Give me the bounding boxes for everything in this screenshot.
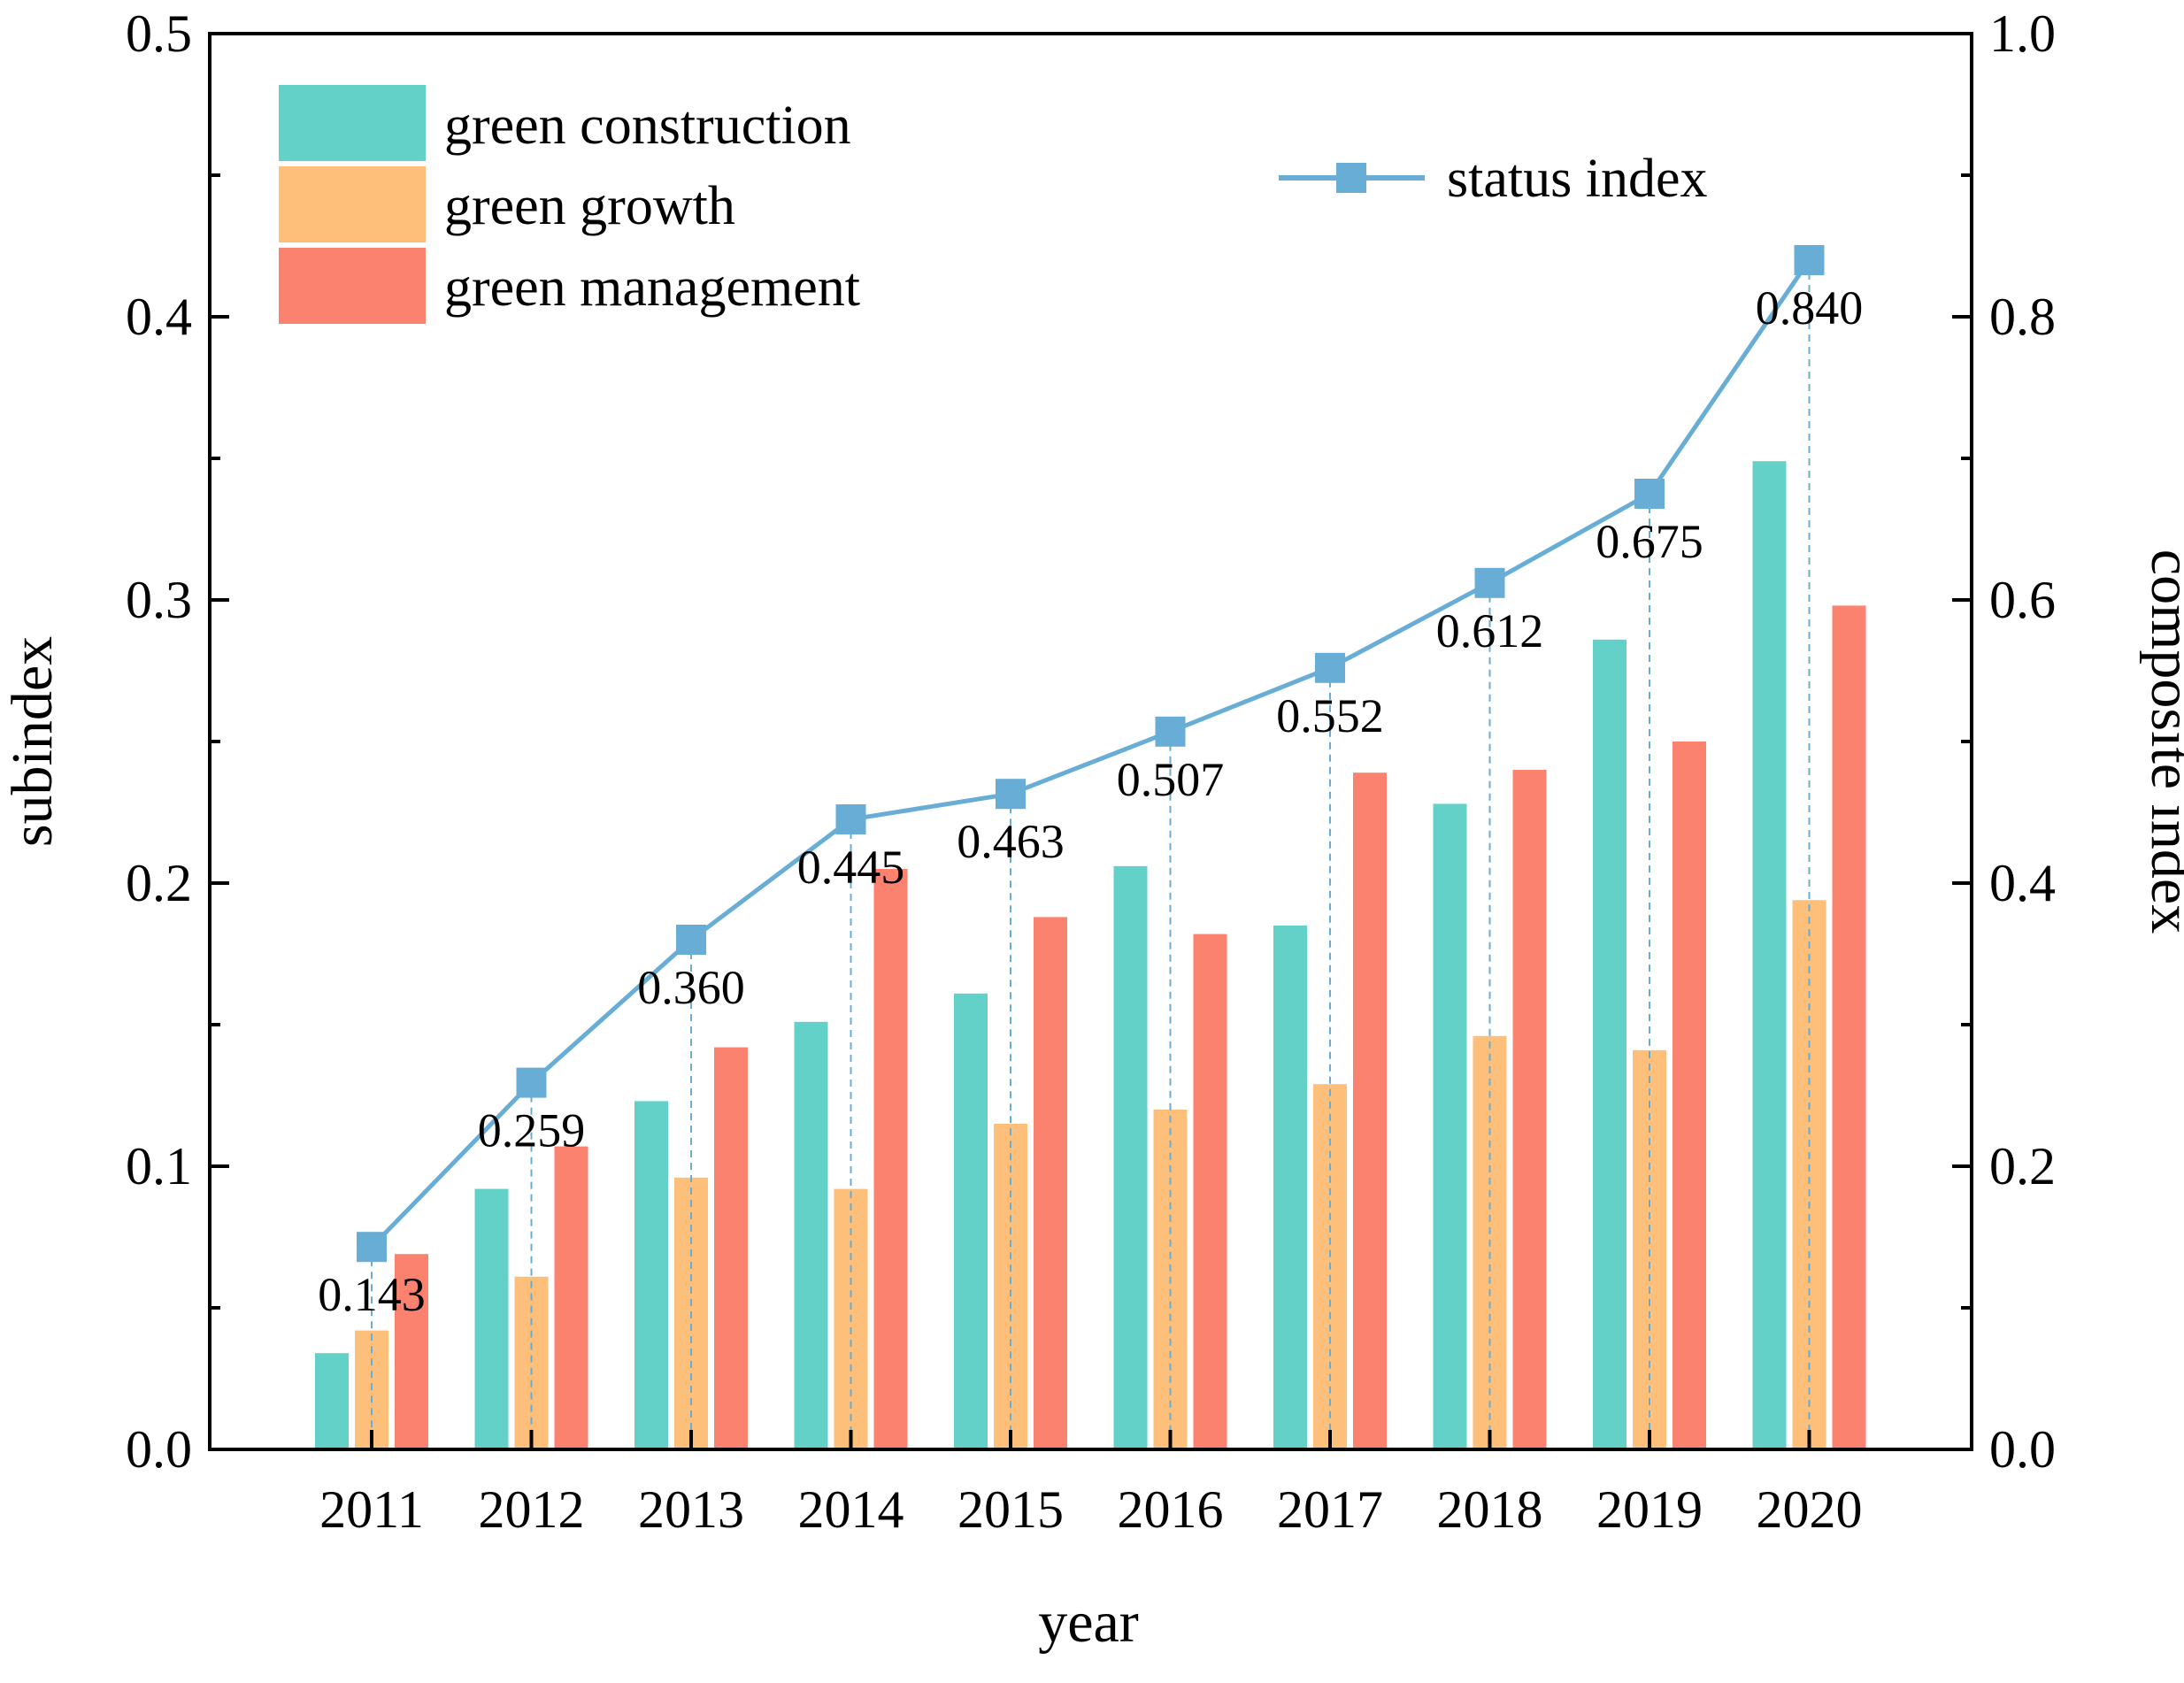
status-index-line: [370, 258, 1811, 1249]
status-index-marker-2017: [1315, 652, 1345, 683]
status-index-marker-2011: [357, 1232, 387, 1263]
status-index-marker-2016: [1155, 716, 1186, 747]
y2-tick-label-0.4: 0.4: [1989, 854, 2056, 912]
bar-green-construction-2015: [954, 993, 988, 1449]
legend-label-status-index: status index: [1447, 149, 1707, 209]
bar-green-construction-2018: [1433, 803, 1467, 1449]
bar-green-management-2019: [1673, 742, 1706, 1449]
data-label-2020: 0.840: [1756, 281, 1864, 334]
bar-green-management-2014: [873, 869, 908, 1449]
legend-swatch-green-growth: [279, 166, 426, 242]
data-label-2019: 0.675: [1596, 515, 1703, 568]
x-tick-label-2020: 2020: [1757, 1480, 1863, 1539]
data-label-2018: 0.612: [1436, 604, 1544, 657]
legend-line: status index: [1279, 149, 1707, 209]
data-label-2011: 0.143: [318, 1268, 426, 1321]
x-tick-label-2012: 2012: [479, 1480, 585, 1539]
data-label-2017: 0.552: [1276, 689, 1384, 742]
y-tick-label-0.3: 0.3: [126, 571, 192, 629]
data-label-2016: 0.507: [1117, 753, 1225, 806]
bar-green-management-2012: [554, 1146, 588, 1449]
data-label-2014: 0.445: [797, 841, 905, 894]
y2-tick-label-0.8: 0.8: [1989, 288, 2056, 346]
legend-swatch-green-management: [279, 248, 426, 324]
plot-frame: [208, 32, 1973, 1451]
y2-axis-title: composite index: [2139, 549, 2184, 934]
legend-label-green-growth: green growth: [444, 176, 735, 236]
legend-line-marker: [1336, 163, 1366, 193]
legend-swatch-green-construction: [279, 85, 426, 161]
y-tick-label-0.2: 0.2: [126, 854, 192, 912]
bar-green-construction-2014: [794, 1021, 828, 1449]
y2-tick-label-1.0: 1.0: [1989, 4, 2056, 63]
x-tick-label-2019: 2019: [1596, 1480, 1703, 1539]
y-tick-label-0.1: 0.1: [126, 1137, 192, 1195]
bar-green-management-2016: [1193, 934, 1227, 1449]
x-tick-label-2016: 2016: [1118, 1480, 1224, 1539]
bar-green-construction-2016: [1113, 865, 1148, 1449]
axes-layer: 0.0 0.1 0.2 0.3 0.4 0.5 0.0 0.2 0.4 0.6 0.8 1.0 2011…: [126, 4, 2056, 1539]
status-index-marker-2020: [1794, 245, 1825, 275]
y2-tick-label-0.6: 0.6: [1989, 571, 2056, 629]
bar-green-management-2013: [714, 1047, 748, 1449]
y-tick-label-0.0: 0.0: [126, 1420, 192, 1479]
x-tick-label-2011: 2011: [319, 1480, 424, 1539]
y-tick-label-0.5: 0.5: [126, 4, 192, 63]
connectors-layer: [371, 260, 1811, 1449]
bar-green-construction-2019: [1593, 639, 1626, 1449]
data-label-2012: 0.259: [478, 1104, 586, 1157]
bar-green-construction-2011: [315, 1353, 349, 1449]
y-axis-title: subindex: [0, 636, 65, 847]
x-tick-label-2015: 2015: [957, 1480, 1064, 1539]
bar-green-management-2011: [395, 1254, 428, 1449]
y-tick-label-0.4: 0.4: [126, 288, 192, 346]
bar-green-management-2015: [1034, 917, 1067, 1449]
y2-tick-label-0.0: 0.0: [1989, 1420, 2056, 1479]
data-label-2013: 0.360: [637, 961, 745, 1014]
x-tick-label-2017: 2017: [1277, 1480, 1383, 1539]
bars-layer: [315, 461, 1866, 1450]
status-index-marker-2014: [835, 804, 866, 834]
bar-green-construction-2020: [1752, 461, 1787, 1450]
bar-green-management-2018: [1512, 770, 1547, 1449]
status-index-marker-2012: [516, 1067, 547, 1098]
x-tick-label-2013: 2013: [638, 1480, 744, 1539]
legend-label-green-construction: green construction: [444, 96, 851, 156]
x-tick-label-2014: 2014: [798, 1480, 904, 1539]
status-index-marker-2019: [1634, 479, 1665, 509]
status-index-marker-2015: [996, 779, 1026, 810]
x-tick-label-2018: 2018: [1437, 1480, 1543, 1539]
status-index-marker-2018: [1474, 567, 1505, 598]
bar-green-construction-2013: [634, 1101, 668, 1449]
x-axis-title: year: [1038, 1590, 1139, 1655]
legend-label-green-management: green management: [444, 257, 860, 318]
bar-green-management-2020: [1832, 605, 1866, 1449]
bar-green-construction-2017: [1273, 926, 1307, 1449]
data-label-2015: 0.463: [957, 815, 1065, 868]
status-index-line-layer: 0.143 0.259 0.360 0.445 0.463 0.507 0.552 0.612…: [318, 245, 1863, 1321]
legend-bars: green construction green growth green ma…: [279, 85, 860, 324]
y2-tick-label-0.2: 0.2: [1989, 1137, 2056, 1195]
status-index-marker-2013: [676, 925, 706, 955]
bar-green-construction-2012: [474, 1188, 509, 1449]
bar-green-management-2017: [1353, 772, 1387, 1449]
